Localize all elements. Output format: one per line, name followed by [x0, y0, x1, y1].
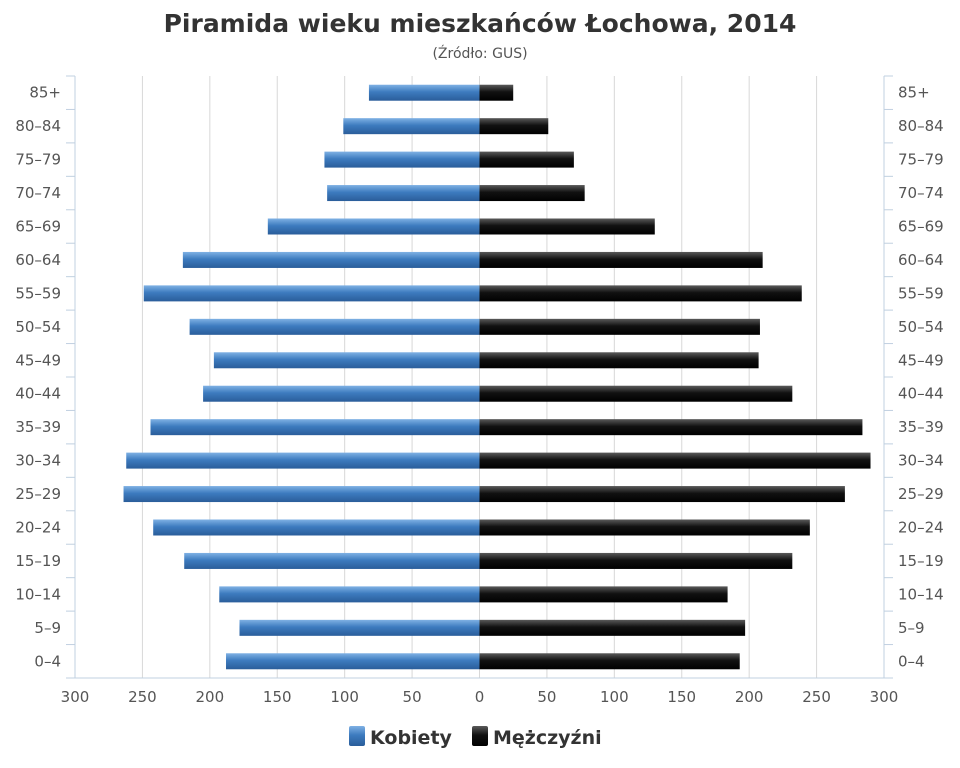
bar-mezczyzni	[479, 653, 740, 670]
legend-item-kobiety[interactable]: Kobiety	[349, 726, 453, 749]
y-tick-label-left: 5–9	[34, 619, 61, 637]
y-tick-label-right: 5–9	[898, 619, 925, 637]
x-tick-label: 0	[475, 688, 485, 706]
bar-mezczyzni	[479, 151, 574, 168]
y-tick-label-right: 25–29	[898, 485, 944, 503]
y-tick-label-right: 35–39	[898, 418, 944, 436]
legend-swatch-mezczyzni	[472, 726, 488, 746]
bar-mezczyzni	[479, 251, 763, 268]
bar-kobiety	[126, 452, 480, 469]
bar-mezczyzni	[479, 185, 585, 202]
y-tick-label-left: 75–79	[15, 151, 61, 169]
bar-mezczyzni	[479, 619, 746, 636]
y-tick-label-left: 30–34	[15, 452, 61, 470]
chart-subtitle: (Źródło: GUS)	[432, 44, 527, 62]
bar-mezczyzni	[479, 318, 760, 335]
y-tick-label-right: 70–74	[898, 184, 944, 202]
y-tick-label-left: 50–54	[15, 318, 61, 336]
x-tick-label: 150	[263, 688, 292, 706]
y-tick-label-left: 0–4	[34, 652, 61, 670]
bar-mezczyzni	[479, 218, 655, 235]
axes	[66, 75, 893, 679]
bar-mezczyzni	[479, 118, 549, 135]
x-tick-label: 300	[870, 688, 899, 706]
bar-kobiety	[213, 352, 480, 369]
bar-mezczyzni	[479, 552, 793, 569]
bar-mezczyzni	[479, 285, 802, 302]
bar-mezczyzni	[479, 419, 863, 436]
legend-label-kobiety: Kobiety	[370, 727, 453, 749]
bar-kobiety	[123, 486, 480, 503]
bar-kobiety	[150, 419, 480, 436]
bar-kobiety	[153, 519, 480, 536]
legend-label-mezczyzni: Mężczyźni	[493, 727, 602, 749]
y-tick-label-left: 40–44	[15, 385, 61, 403]
x-tick-label: 100	[330, 688, 359, 706]
y-tick-label-right: 50–54	[898, 318, 944, 336]
y-tick-label-right: 55–59	[898, 284, 944, 302]
bar-mezczyzni	[479, 352, 759, 369]
bar-kobiety	[324, 151, 480, 168]
x-tick-label: 250	[802, 688, 831, 706]
y-tick-label-left: 35–39	[15, 418, 61, 436]
y-tick-label-left: 80–84	[15, 117, 61, 135]
chart-title: Piramida wieku mieszkańców Łochowa, 2014	[164, 9, 797, 38]
bar-mezczyzni	[479, 586, 728, 603]
bar-mezczyzni	[479, 486, 845, 503]
x-tick-label: 250	[128, 688, 157, 706]
x-tick-label: 50	[403, 688, 422, 706]
y-tick-label-left: 45–49	[15, 351, 61, 369]
y-tick-label-left: 20–24	[15, 519, 61, 537]
x-tick-label: 300	[61, 688, 90, 706]
bar-kobiety	[239, 619, 480, 636]
legend-item-mezczyzni[interactable]: Mężczyźni	[472, 726, 602, 749]
bar-kobiety	[143, 285, 480, 302]
y-tick-label-right: 20–24	[898, 519, 944, 537]
y-tick-label-right: 60–64	[898, 251, 944, 269]
y-tick-label-right: 10–14	[898, 585, 944, 603]
bar-mezczyzni	[479, 519, 810, 536]
x-tick-label: 50	[537, 688, 556, 706]
bar-kobiety	[327, 185, 480, 202]
legend-swatch-kobiety	[349, 726, 365, 746]
y-tick-label-left: 10–14	[15, 585, 61, 603]
bar-kobiety	[226, 653, 480, 670]
x-tick-label: 100	[600, 688, 629, 706]
x-tick-label: 150	[667, 688, 696, 706]
bar-mezczyzni	[479, 452, 871, 469]
y-tick-label-right: 85+	[898, 84, 930, 102]
bar-kobiety	[189, 318, 480, 335]
bar-mezczyzni	[479, 84, 514, 101]
x-tick-label: 200	[735, 688, 764, 706]
y-tick-label-left: 65–69	[15, 218, 61, 236]
bar-kobiety	[184, 552, 480, 569]
y-tick-label-right: 40–44	[898, 385, 944, 403]
y-tick-label-right: 45–49	[898, 351, 944, 369]
bar-kobiety	[182, 251, 480, 268]
y-tick-label-right: 75–79	[898, 151, 944, 169]
x-tick-label: 200	[196, 688, 225, 706]
legend[interactable]: Kobiety Mężczyźni	[349, 726, 602, 749]
y-tick-label-right: 80–84	[898, 117, 944, 135]
bar-kobiety	[343, 118, 480, 135]
y-tick-label-left: 55–59	[15, 284, 61, 302]
bar-kobiety	[368, 84, 480, 101]
y-tick-label-right: 65–69	[898, 218, 944, 236]
y-tick-label-right: 30–34	[898, 452, 944, 470]
bar-kobiety	[203, 385, 480, 402]
y-tick-label-left: 60–64	[15, 251, 61, 269]
bar-kobiety	[267, 218, 480, 235]
bar-kobiety	[219, 586, 480, 603]
bar-mezczyzni	[479, 385, 793, 402]
y-tick-label-right: 0–4	[898, 652, 925, 670]
bars	[123, 84, 871, 670]
y-tick-label-left: 70–74	[15, 184, 61, 202]
y-tick-label-left: 25–29	[15, 485, 61, 503]
y-tick-label-left: 85+	[29, 84, 61, 102]
y-tick-label-right: 15–19	[898, 552, 944, 570]
y-tick-label-left: 15–19	[15, 552, 61, 570]
